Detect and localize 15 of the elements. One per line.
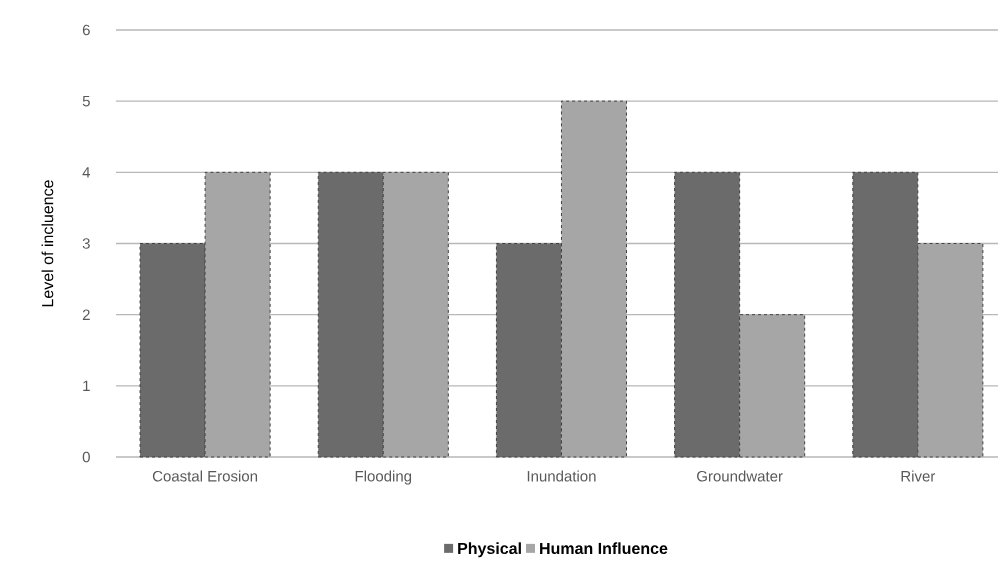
x-tick-label: River xyxy=(901,470,936,482)
x-tick-label: Coastal Erosion xyxy=(152,470,258,482)
y-tick-label: 6 xyxy=(82,24,90,36)
y-tick-label: 0 xyxy=(82,451,90,463)
y-tick-label: 1 xyxy=(83,380,90,391)
y-axis-title: Level of incluence xyxy=(41,180,54,307)
y-tick-label: 4 xyxy=(82,167,91,178)
x-tick-label: Inundation xyxy=(527,470,596,482)
y-tick-label: 3 xyxy=(82,238,90,249)
x-tick-label: Flooding xyxy=(355,470,412,485)
legend-label: Human Influence xyxy=(540,542,668,555)
legend-label: Physical xyxy=(458,542,521,558)
y-tick-label: 2 xyxy=(82,309,90,320)
x-tick-label: Groundwater xyxy=(697,470,783,482)
y-tick-label: 5 xyxy=(82,95,90,107)
